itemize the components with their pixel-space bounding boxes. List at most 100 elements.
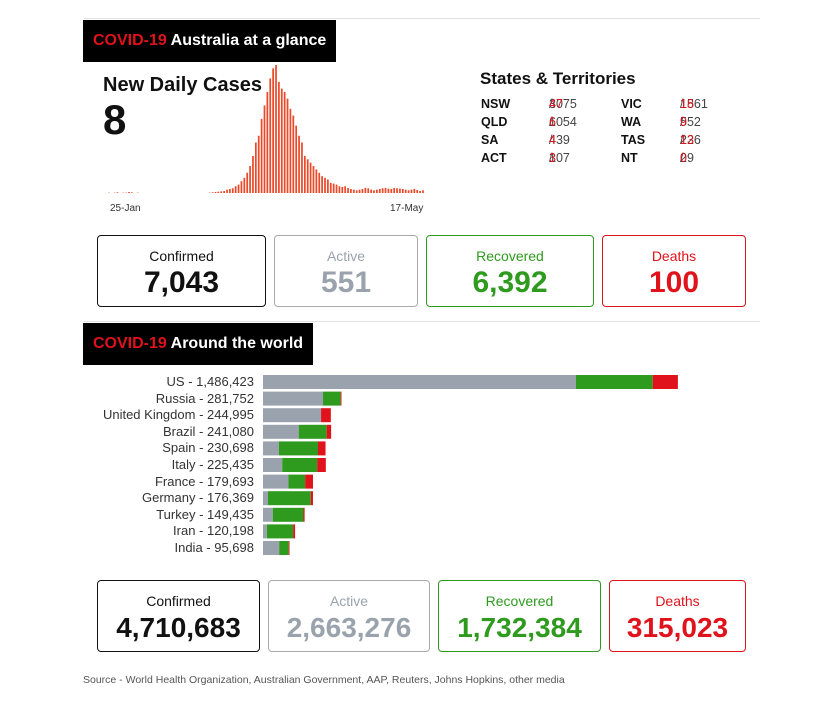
daily-case-bar xyxy=(211,192,214,193)
top-divider xyxy=(84,18,760,19)
au-recovered-box: Recovered 6,392 xyxy=(426,235,594,307)
daily-case-bar xyxy=(263,105,266,193)
daily-case-bar xyxy=(396,188,398,193)
state-separator: / xyxy=(680,151,684,165)
daily-case-bar xyxy=(252,155,254,193)
state-count: 552 xyxy=(680,115,701,129)
daily-case-bar xyxy=(223,190,225,193)
state-separator: / xyxy=(549,151,553,165)
deaths-bar-segment xyxy=(317,458,326,472)
au-active-box: Active 551 xyxy=(274,235,418,307)
daily-case-bar xyxy=(338,186,341,193)
recovered-bar-segment xyxy=(282,458,318,472)
recovered-bar-segment xyxy=(266,524,294,539)
state-count: 1054 xyxy=(549,115,577,129)
deaths-bar-segment xyxy=(310,491,313,506)
daily-case-bar xyxy=(237,184,240,193)
daily-case-bar xyxy=(387,188,390,193)
state-code: NT xyxy=(621,151,638,165)
active-bar-segment xyxy=(263,491,269,506)
daily-case-bar xyxy=(367,188,370,193)
daily-case-bar xyxy=(410,189,413,193)
daily-case-bar xyxy=(286,98,289,193)
states-title: States & Territories xyxy=(480,69,636,88)
daily-case-bar xyxy=(283,91,286,193)
active-bar-segment xyxy=(263,458,283,472)
country-label: Italy - 225,435 xyxy=(171,457,254,472)
country-label: France - 179,693 xyxy=(154,473,254,489)
active-bar-segment xyxy=(263,408,322,423)
daily-case-bar xyxy=(376,189,378,193)
daily-case-bar xyxy=(298,135,300,193)
daily-cases-title: New Daily Cases xyxy=(103,74,262,96)
daily-case-bar xyxy=(229,188,231,193)
world-deaths-label: Deaths xyxy=(655,593,700,609)
active-bar-segment xyxy=(263,524,267,539)
daily-case-bar xyxy=(312,166,315,193)
daily-case-bar xyxy=(128,191,130,193)
daily-case-bar xyxy=(324,177,326,193)
state-count: 439 xyxy=(549,133,570,147)
world-recovered-value: 1,732,384 xyxy=(457,612,582,643)
recovered-bar-segment xyxy=(278,441,318,456)
recovered-bar-segment xyxy=(323,391,341,406)
banner-covid-label: COVID-19 xyxy=(93,32,167,49)
daily-case-bar xyxy=(381,188,384,193)
daily-case-bar xyxy=(295,125,298,193)
deaths-bar-segment xyxy=(318,441,326,456)
banner-title: Around the world xyxy=(166,335,304,352)
x-start-label: 25-Jan xyxy=(110,203,141,214)
state-deaths: 13 xyxy=(680,133,694,147)
country-label: US - 1,486,423 xyxy=(166,374,254,389)
au-deaths-value: 100 xyxy=(648,266,700,299)
recovered-bar-segment xyxy=(288,474,306,489)
daily-case-bar xyxy=(243,177,246,193)
world-recovered-box: Recovered 1,732,384 xyxy=(438,580,601,652)
daily-case-bar xyxy=(240,181,243,193)
daily-case-bar xyxy=(254,142,257,193)
state-count: 226 xyxy=(680,133,701,147)
daily-case-bar xyxy=(272,68,274,193)
deaths-bar-segment xyxy=(326,424,332,439)
deaths-bar-segment xyxy=(305,474,313,489)
state-code: SA xyxy=(481,133,499,147)
state-count: 107 xyxy=(549,151,570,165)
world-deaths-box: Deaths 315,023 xyxy=(609,580,746,652)
active-bar-segment xyxy=(263,375,576,389)
world-active-label: Active xyxy=(329,593,369,609)
daily-case-bar xyxy=(329,182,332,193)
daily-case-bar xyxy=(413,188,416,193)
world-active-box: Active 2,663,276 xyxy=(268,580,430,652)
world-confirmed-box: Confirmed 4,710,683 xyxy=(97,580,260,652)
country-label: United Kingdom - 244,995 xyxy=(102,407,254,423)
daily-case-bar xyxy=(292,115,295,193)
state-separator: / xyxy=(680,115,684,129)
source-note: Source - World Health Organization, Aust… xyxy=(83,674,565,686)
daily-case-bar xyxy=(355,190,358,193)
daily-case-bar xyxy=(321,176,323,193)
daily-case-bar xyxy=(361,188,364,193)
world-recovered-label: Recovered xyxy=(485,593,554,609)
daily-case-bar xyxy=(419,190,421,193)
state-code: TAS xyxy=(621,133,646,147)
daily-case-bar xyxy=(341,186,344,193)
country-label: Germany - 176,369 xyxy=(141,490,254,506)
x-end-label: 17-May xyxy=(390,203,424,214)
banner-title: Australia at a glance xyxy=(166,32,327,49)
active-bar-segment xyxy=(263,441,279,456)
state-deaths: 47 xyxy=(549,97,563,111)
daily-case-bar xyxy=(378,188,381,193)
world-banner: COVID-19 Around the world xyxy=(83,323,314,365)
daily-case-bar xyxy=(278,81,280,193)
daily-case-bar xyxy=(318,172,321,193)
world-confirmed-value: 4,710,683 xyxy=(116,612,241,643)
daily-case-bar xyxy=(301,142,303,193)
daily-case-bar xyxy=(249,166,251,193)
deaths-bar-segment xyxy=(303,507,305,522)
daily-case-bar xyxy=(393,187,396,193)
daily-case-bar xyxy=(131,192,133,193)
daily-case-bar xyxy=(399,188,401,193)
deaths-bar-segment xyxy=(321,408,331,423)
state-separator: / xyxy=(549,97,553,111)
daily-case-bar xyxy=(350,188,352,193)
